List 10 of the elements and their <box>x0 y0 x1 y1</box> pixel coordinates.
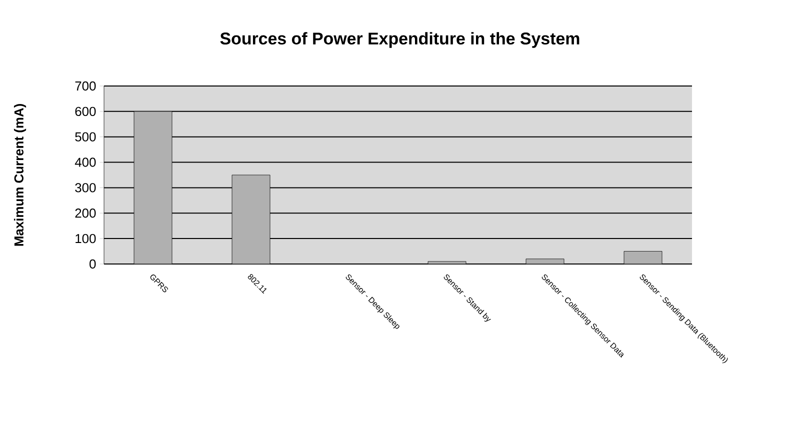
y-tick-label: 500 <box>75 132 96 142</box>
y-tick-label: 200 <box>75 208 96 218</box>
y-tick-label: 600 <box>75 106 96 116</box>
chart-title: Sources of Power Expenditure in the System <box>220 32 580 48</box>
y-tick-label: 300 <box>75 183 96 192</box>
y-tick-label: 0 <box>90 259 96 269</box>
y-axis-title: Maximum Current (mA) <box>14 104 26 246</box>
y-tick-label: 100 <box>76 234 96 244</box>
y-tick-label: 400 <box>74 158 96 167</box>
y-tick-label: 700 <box>75 81 96 91</box>
